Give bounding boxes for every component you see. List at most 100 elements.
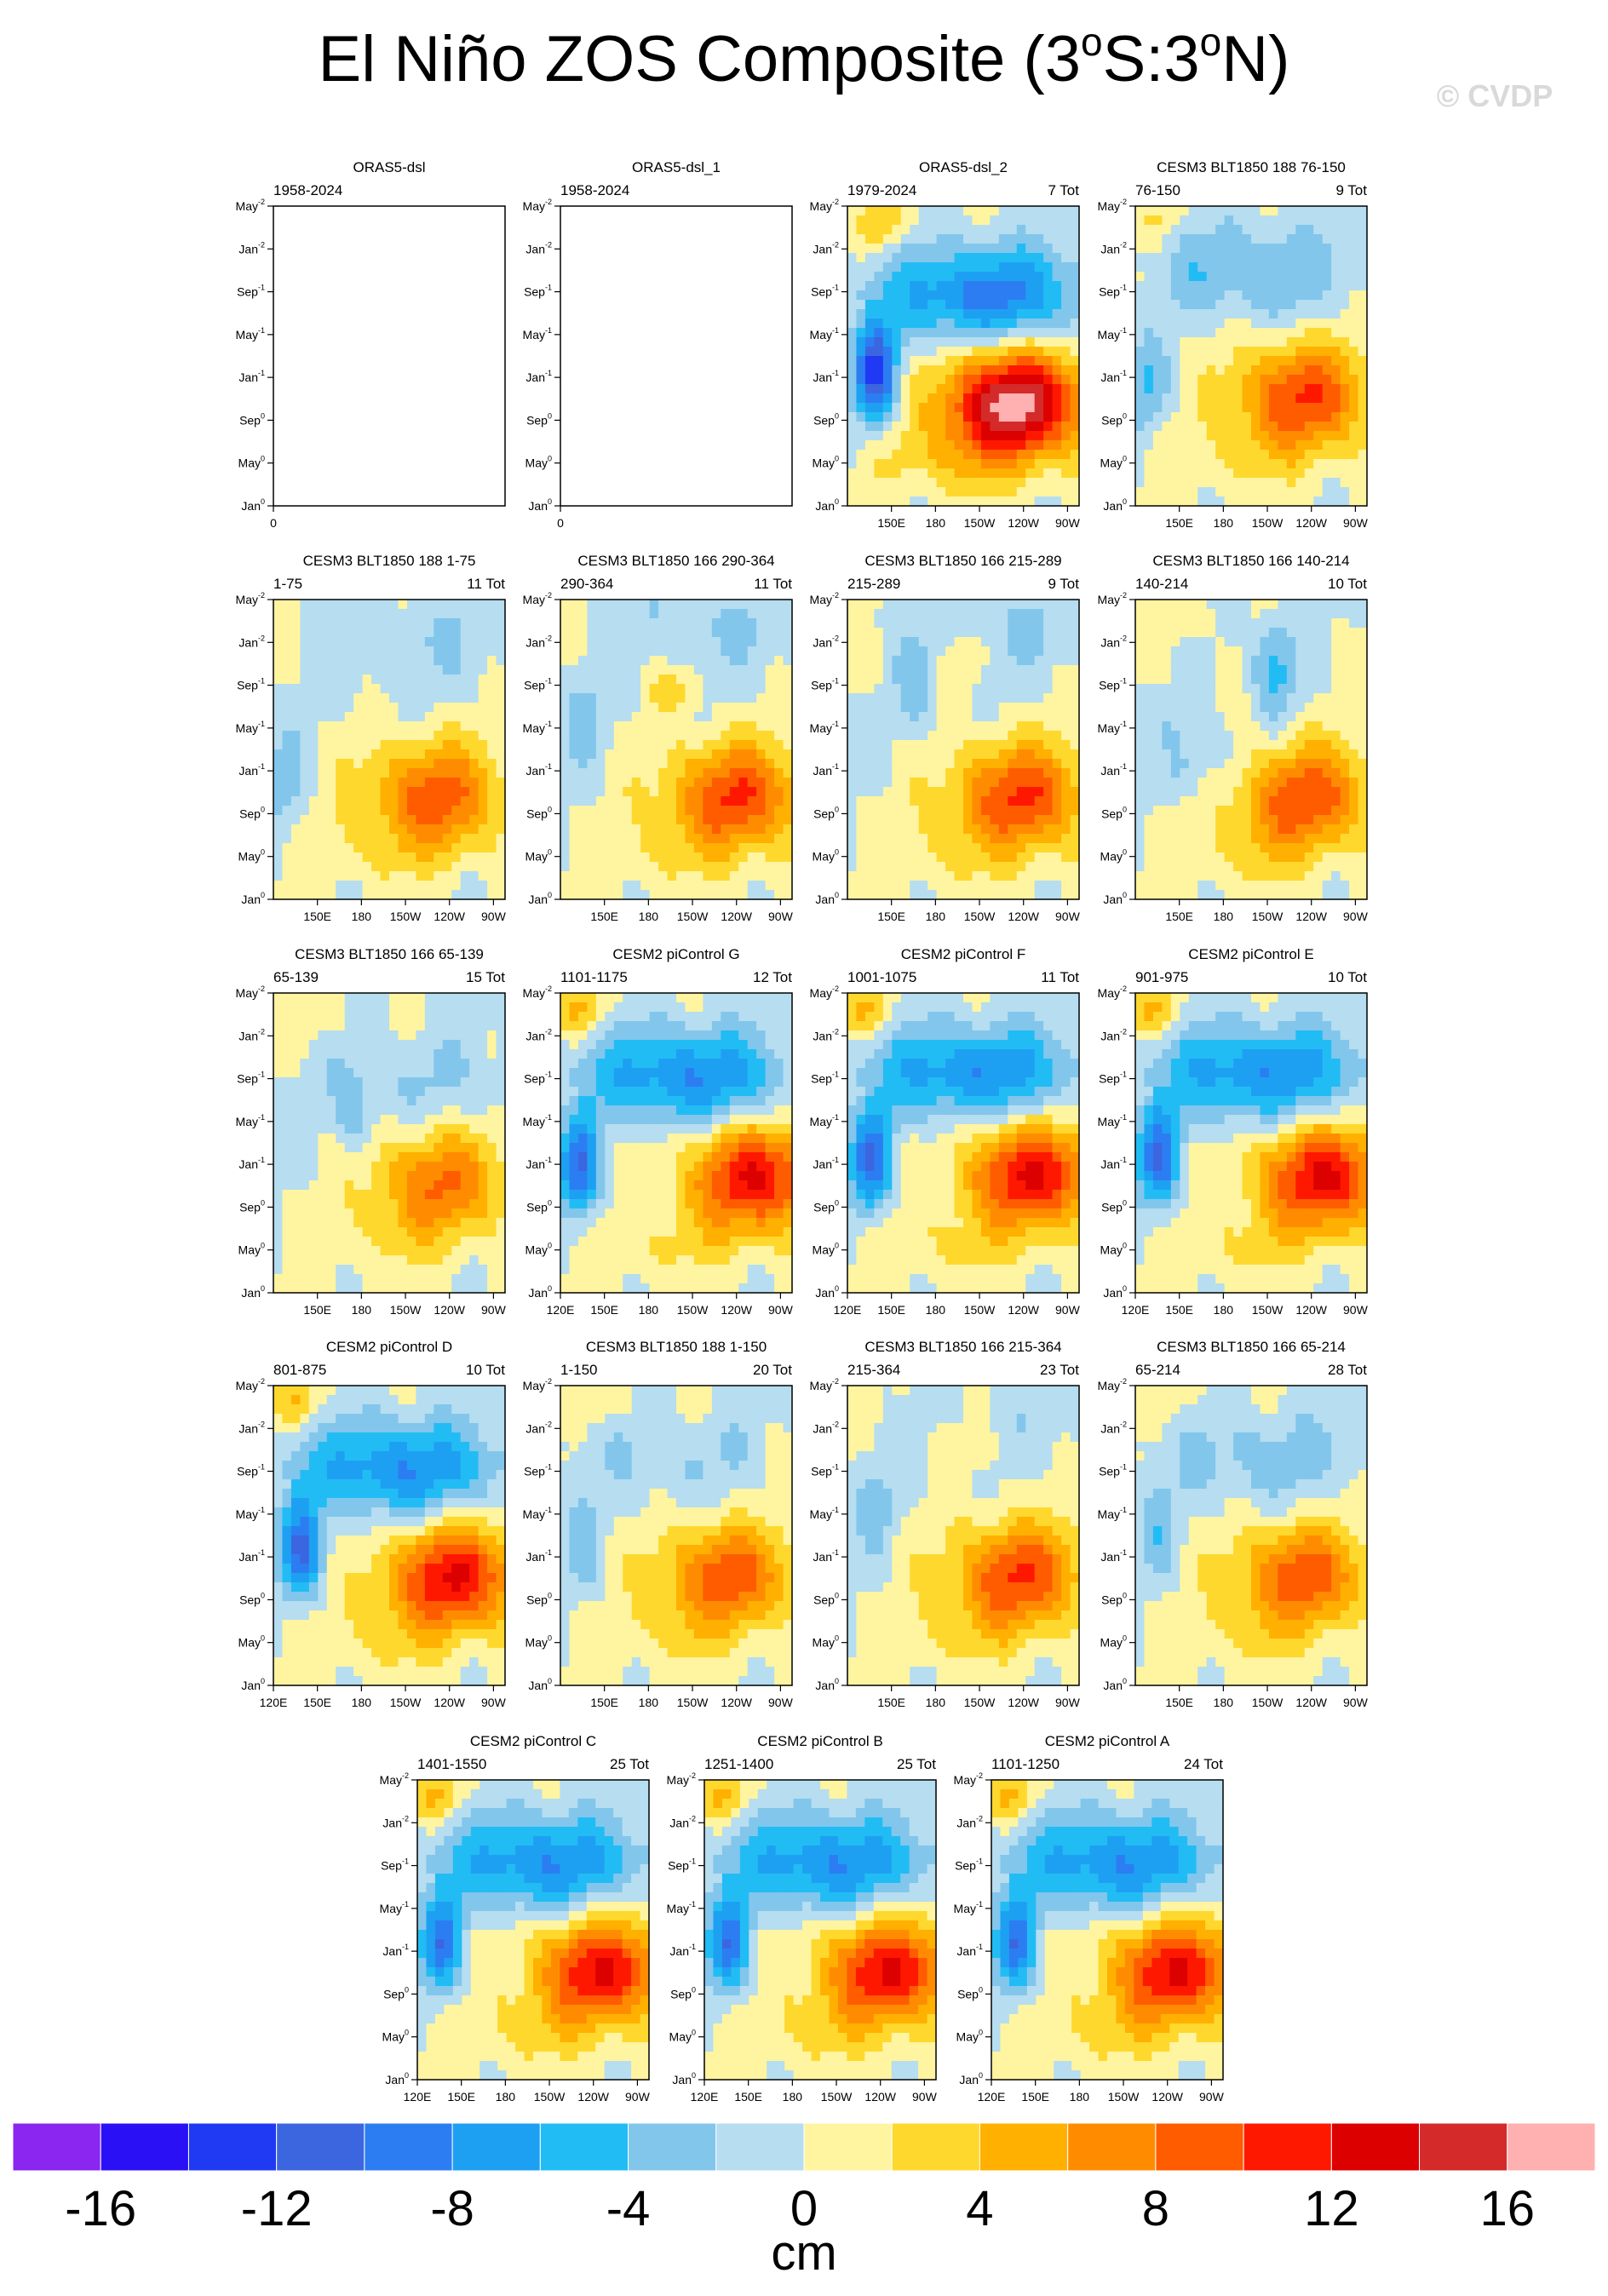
heatmap-cell (595, 834, 606, 844)
heatmap-cell (685, 674, 695, 685)
heatmap-cell (1170, 787, 1180, 797)
heatmap-cell (1008, 328, 1018, 338)
heatmap-cell (963, 609, 973, 619)
heatmap-cell (954, 600, 964, 610)
heatmap-cell (676, 674, 686, 685)
heatmap-cell (864, 347, 875, 357)
heatmap-cell (1251, 272, 1261, 282)
heatmap-cell (1206, 309, 1216, 319)
heatmap-cell (613, 731, 623, 741)
heatmap-cell (1034, 459, 1044, 469)
heatmap-cell (1144, 478, 1154, 488)
heatmap-cell (1358, 487, 1368, 497)
heatmap-cell (1268, 225, 1278, 235)
heatmap-cell (371, 871, 382, 881)
heatmap-cell (1135, 215, 1146, 226)
heatmap-cell (783, 881, 793, 891)
heatmap-cell (496, 871, 506, 881)
heatmap-cell (460, 600, 470, 610)
heatmap-cell (1061, 824, 1071, 835)
heatmap-cell (738, 674, 749, 685)
heatmap-cell (1242, 206, 1252, 216)
heatmap-cell (756, 674, 767, 685)
heatmap-cell (847, 731, 858, 741)
heatmap-cell (318, 740, 328, 750)
heatmap-cell (918, 262, 928, 273)
heatmap-cell (362, 796, 372, 806)
heatmap-cell (460, 674, 470, 685)
heatmap-cell (892, 450, 902, 460)
heatmap-cell (1016, 703, 1026, 713)
panel-period: 1979-2024 (847, 182, 916, 198)
heatmap-cell (1008, 347, 1018, 357)
heatmap-cell (998, 262, 1008, 273)
heatmap-cell (1188, 656, 1198, 666)
heatmap-cell (560, 731, 571, 741)
heatmap-cell (927, 703, 938, 713)
heatmap-cell (1061, 703, 1071, 713)
heatmap-cell (1233, 787, 1243, 797)
heatmap-cell (729, 806, 739, 816)
heatmap-cell (649, 740, 659, 750)
heatmap-cell (990, 356, 1000, 366)
heatmap-cell (1322, 300, 1332, 310)
heatmap-cell (874, 806, 884, 816)
heatmap-cell (910, 487, 920, 497)
heatmap-cell (1025, 759, 1036, 769)
heatmap-cell (711, 759, 721, 769)
heatmap-cell (756, 731, 767, 741)
heatmap-cell (1052, 384, 1062, 394)
heatmap-cell (1278, 684, 1288, 694)
heatmap-cell (560, 609, 571, 619)
heatmap-cell (1188, 375, 1198, 385)
heatmap-cell (1016, 281, 1026, 291)
heatmap-cell (658, 871, 669, 881)
heatmap-cell (451, 609, 462, 619)
heatmap-cell (900, 871, 910, 881)
heatmap-cell (1224, 356, 1234, 366)
heatmap-cell (569, 759, 579, 769)
heatmap-cell (344, 768, 354, 778)
heatmap-cell (1358, 422, 1368, 432)
heatmap-cell (1304, 684, 1314, 694)
heatmap-cell (892, 300, 902, 310)
heatmap-cell (954, 272, 964, 282)
heatmap-cell (649, 600, 659, 610)
heatmap-cell (1180, 487, 1190, 497)
heatmap-cell (1034, 281, 1044, 291)
heatmap-cell (282, 824, 292, 835)
heatmap-cell (1286, 787, 1296, 797)
y-tick-label: May0 (813, 455, 839, 470)
heatmap-cell (1008, 712, 1018, 722)
heatmap-cell (326, 646, 336, 657)
heatmap-cell (945, 862, 956, 872)
heatmap-cell (406, 674, 416, 685)
heatmap-cell (1070, 262, 1080, 273)
heatmap-cell (1016, 815, 1026, 825)
heatmap-cell (936, 881, 946, 891)
heatmap-cell (980, 600, 991, 610)
heatmap-cell (963, 431, 973, 441)
heatmap-cell (569, 693, 579, 703)
heatmap-cell (980, 740, 991, 750)
heatmap-cell (945, 731, 956, 741)
heatmap-cell (1144, 890, 1154, 900)
heatmap-cell (1162, 665, 1172, 675)
heatmap-cell (1331, 412, 1341, 422)
heatmap-cell (424, 834, 434, 844)
heatmap-cell (864, 365, 875, 376)
heatmap-cell (1180, 337, 1190, 347)
heatmap-cell (1340, 272, 1350, 282)
heatmap-cell (336, 834, 346, 844)
heatmap-cell (1152, 768, 1163, 778)
heatmap-cell (1061, 693, 1071, 703)
heatmap-cell (1034, 703, 1044, 713)
heatmap-cell (847, 618, 858, 629)
heatmap-cell (273, 609, 284, 619)
heatmap-cell (1016, 440, 1026, 451)
heatmap-cell (874, 656, 884, 666)
heatmap-cell (1260, 487, 1270, 497)
heatmap-cell (1224, 600, 1234, 610)
heatmap-cell (1340, 365, 1350, 376)
heatmap-cell (336, 796, 346, 806)
